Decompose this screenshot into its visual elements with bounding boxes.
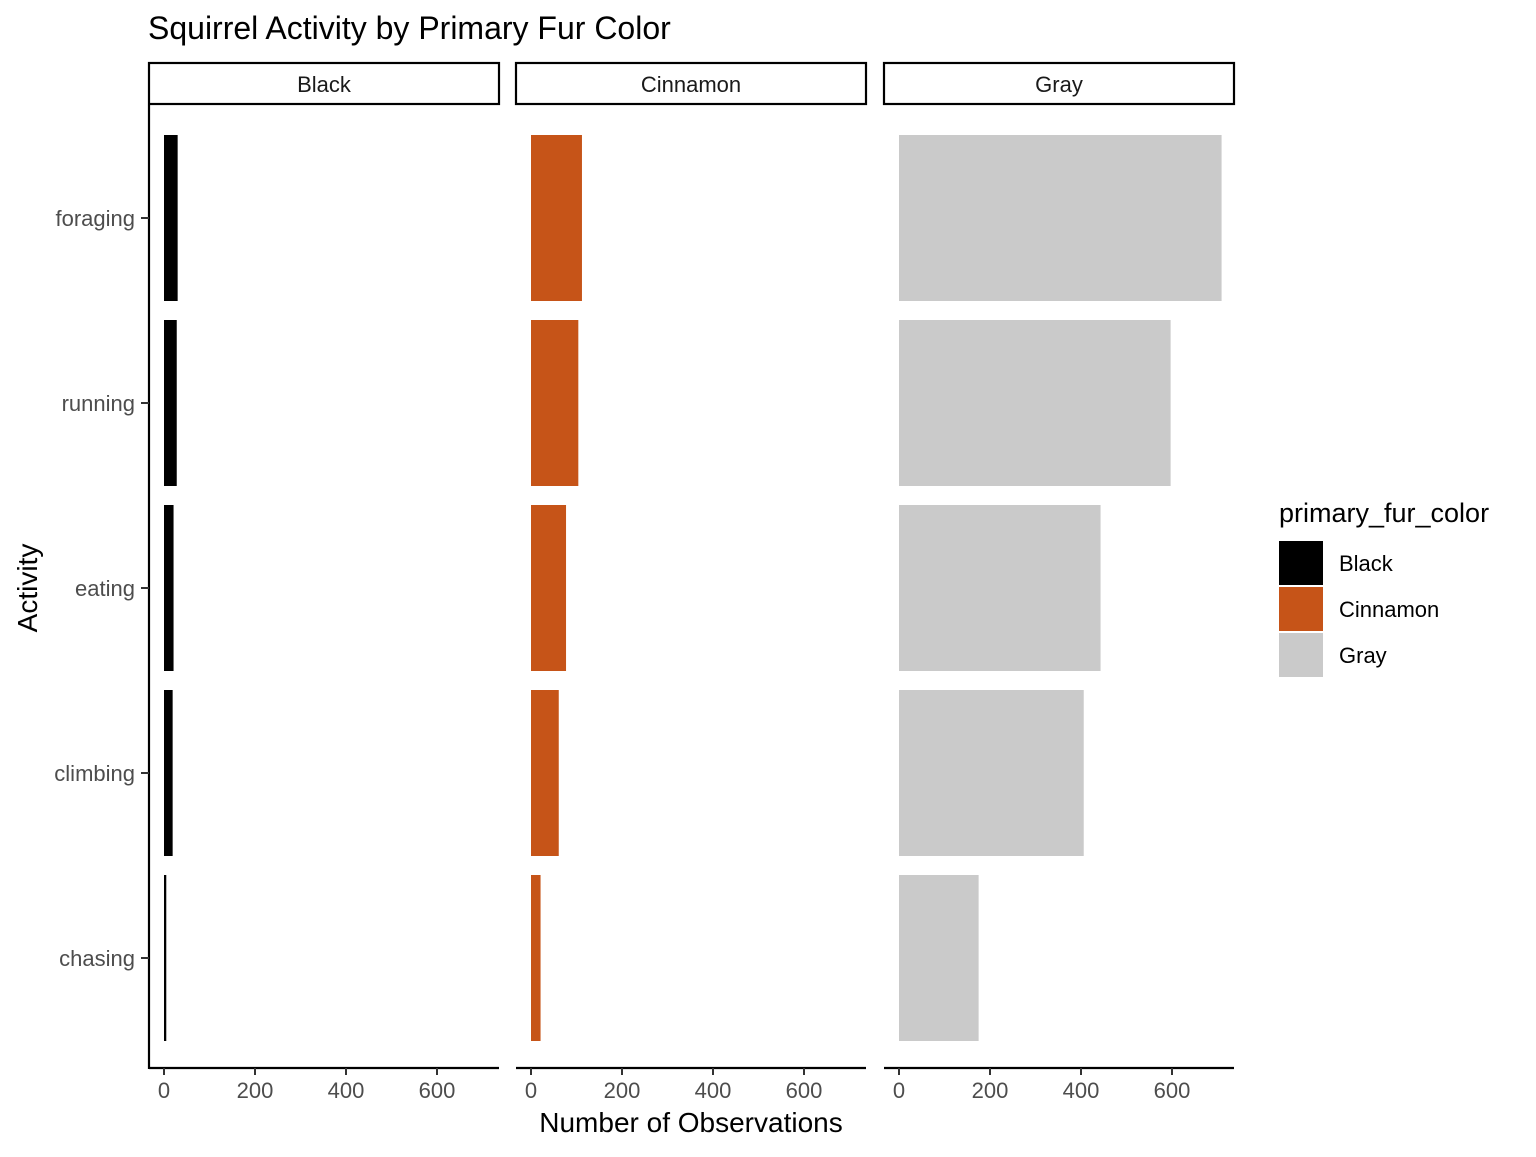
y-tick-label: chasing <box>59 946 135 971</box>
x-tick-label: 200 <box>237 1078 274 1103</box>
bar-gray-climbing <box>899 690 1084 856</box>
legend: primary_fur_color Black Cinnamon Gray <box>1279 498 1489 677</box>
x-tick-label: 400 <box>695 1078 732 1103</box>
x-tick-label: 600 <box>1154 1078 1191 1103</box>
x-axis-title: Number of Observations <box>539 1107 842 1138</box>
x-tick-label: 0 <box>893 1078 905 1103</box>
bar-cinnamon-foraging <box>531 135 582 301</box>
y-tick-label: running <box>62 391 135 416</box>
x-tick-label: 0 <box>158 1078 170 1103</box>
legend-key-black <box>1279 541 1323 585</box>
x-tick-label: 200 <box>972 1078 1009 1103</box>
bar-black-foraging <box>164 135 178 301</box>
x-tick-label: 600 <box>419 1078 456 1103</box>
bar-gray-running <box>899 320 1171 486</box>
bar-cinnamon-chasing <box>531 875 541 1041</box>
facet-strip-label: Gray <box>1035 72 1083 97</box>
facet-panels: Black 0 200 400 600 Cinnamon 0 200 400 600 Gray 0 20… <box>54 61 1236 1103</box>
legend-title: primary_fur_color <box>1279 498 1489 528</box>
legend-key-cinnamon <box>1279 587 1323 631</box>
facet-strip-label: Cinnamon <box>641 72 741 97</box>
y-tick-label: eating <box>75 576 135 601</box>
x-tick-label: 200 <box>604 1078 641 1103</box>
legend-label-black: Black <box>1339 551 1394 576</box>
x-tick-label: 0 <box>525 1078 537 1103</box>
legend-key-gray <box>1279 633 1323 677</box>
facet-strip <box>147 61 501 106</box>
bar-cinnamon-eating <box>531 505 567 671</box>
bar-black-climbing <box>164 690 173 856</box>
x-tick-label: 400 <box>328 1078 365 1103</box>
x-tick-label: 400 <box>1063 1078 1100 1103</box>
bar-gray-chasing <box>899 875 979 1041</box>
bar-gray-foraging <box>899 135 1222 301</box>
facet-panel-cinnamon: Cinnamon 0 200 400 600 <box>514 61 868 1103</box>
facet-strip-label: Black <box>297 72 352 97</box>
legend-label-cinnamon: Cinnamon <box>1339 597 1439 622</box>
bar-black-running <box>164 320 177 486</box>
y-tick-label: foraging <box>55 206 135 231</box>
legend-label-gray: Gray <box>1339 643 1387 668</box>
bar-gray-eating <box>899 505 1101 671</box>
bar-black-chasing <box>164 875 167 1041</box>
facet-strip <box>882 61 1236 106</box>
facet-strip <box>514 61 868 106</box>
y-tick-label: climbing <box>54 761 135 786</box>
facet-panel-gray: Gray 0 200 400 600 <box>882 61 1236 1103</box>
x-tick-label: 600 <box>786 1078 823 1103</box>
y-axis: foraging running eating climbing chasing <box>54 105 151 1069</box>
bar-cinnamon-running <box>531 320 579 486</box>
y-axis-title: Activity <box>12 544 43 633</box>
bar-black-eating <box>164 505 174 671</box>
chart-title: Squirrel Activity by Primary Fur Color <box>148 10 671 46</box>
bar-cinnamon-climbing <box>531 690 559 856</box>
facet-panel-black: Black 0 200 400 600 <box>147 61 501 1103</box>
